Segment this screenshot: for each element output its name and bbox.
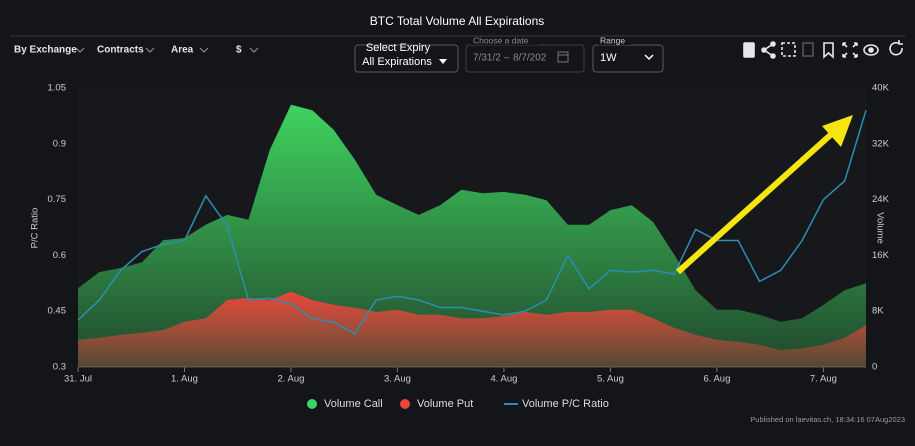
view-icon[interactable] [863, 44, 879, 56]
x-tick-label: 3. Aug [384, 374, 411, 385]
y2-tick-label: 0 [872, 362, 877, 373]
filter-bar: By Exchange Contracts Area $ [14, 45, 259, 56]
date-separator: – [504, 53, 510, 64]
label-bg [598, 37, 631, 45]
plot-area: 0.3 0.45 0.6 0.75 0.9 1.05 0 8K 16K 24K 32K 40K 31. … [48, 83, 890, 385]
refresh-icon[interactable] [889, 40, 903, 56]
x-tick-label: 7. Aug [810, 374, 837, 385]
y2-axis-title: Volume [874, 212, 885, 244]
calendar-icon[interactable] [557, 51, 569, 63]
range-value: 1W [600, 52, 617, 64]
range-label: Range [600, 35, 625, 45]
label-bg [471, 37, 539, 45]
y-tick-label: 0.6 [53, 250, 66, 261]
filter-dropdown[interactable]: $ [236, 45, 242, 56]
view-icon-pupil [868, 47, 874, 53]
y-axis-title: P/C Ratio [30, 208, 41, 249]
filter-dropdown[interactable]: Contracts [97, 45, 144, 56]
bookmark-icon[interactable] [823, 42, 834, 59]
y-tick-label: 1.05 [48, 83, 67, 94]
line [77, 110, 867, 335]
legend-label[interactable]: Volume P/C Ratio [522, 398, 609, 410]
legend-marker [307, 399, 317, 409]
y-tick-label: 0.9 [53, 138, 66, 149]
x-tick-label: 4. Aug [490, 374, 517, 385]
y2-tick-label: 16K [872, 250, 890, 261]
footer: Published on laevitas.ch, 18:34:16 07Aug… [750, 415, 905, 424]
annotation-arrow [675, 115, 853, 275]
y-tick-label: 0.45 [48, 306, 67, 317]
date-end: 8/7/202 [513, 53, 547, 64]
x-tick-label: 2. Aug [277, 374, 304, 385]
expiry-select[interactable]: Select Expiry All Expirations [354, 42, 459, 73]
select-box[interactable] [354, 44, 459, 73]
chevron [145, 47, 155, 53]
date-label: Choose a date [473, 35, 529, 45]
legend-marker [400, 399, 410, 409]
chevron [199, 47, 209, 53]
x-tick-label: 1. Aug [171, 374, 198, 385]
x-tick-label: 31. Jul [64, 374, 92, 385]
chevron [249, 47, 259, 53]
y2-tick-label: 32K [872, 138, 890, 149]
area [78, 291, 866, 367]
toolbar [743, 40, 903, 59]
chevron [644, 54, 654, 61]
chevron [75, 47, 85, 53]
arrow-head [822, 115, 853, 147]
select-label: Select Expiry [366, 42, 431, 54]
chart-title: BTC Total Volume All Expirations [370, 14, 545, 28]
legend: Volume Call Volume Put Volume P/C Ratio [307, 398, 609, 410]
date-start: 7/31/2 [473, 53, 501, 64]
filter-dropdown[interactable]: Area [171, 45, 194, 56]
legend-label[interactable]: Volume Call [324, 398, 383, 410]
y2-tick-label: 24K [872, 194, 890, 205]
date-picker[interactable]: Choose a date 7/31/2 – 8/7/202 [465, 35, 585, 73]
y2-tick-label: 8K [872, 306, 884, 317]
x-tick-label: 6. Aug [703, 374, 730, 385]
document-icon[interactable] [802, 42, 814, 57]
y-tick-label: 0.75 [48, 194, 67, 205]
fullscreen-area-icon[interactable] [781, 42, 796, 57]
y-tick-label: 0.3 [53, 362, 66, 373]
y2-tick-label: 40K [872, 83, 890, 94]
expand-icon[interactable] [842, 42, 858, 58]
export-icon[interactable] [743, 42, 755, 58]
share-icon-line [762, 43, 774, 57]
range-select[interactable]: Range 1W [592, 35, 664, 73]
filter-dropdown[interactable]: By Exchange [14, 45, 77, 56]
dropdown-arrow [439, 59, 447, 64]
arrow-shaft [675, 127, 839, 275]
select-value: All Expirations [362, 56, 432, 68]
legend-label[interactable]: Volume Put [417, 398, 473, 410]
x-tick-label: 5. Aug [597, 374, 624, 385]
